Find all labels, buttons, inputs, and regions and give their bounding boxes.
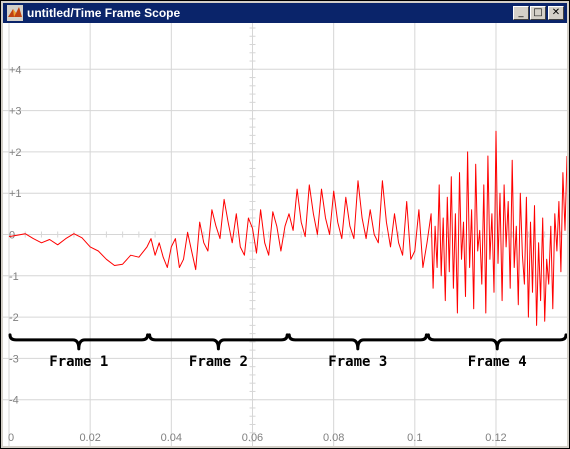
x-tick-labels: 0 0.02 0.04 0.06 0.08 0.1 0.12 xyxy=(8,432,507,444)
frame-brace xyxy=(287,333,428,351)
y-tick-label: -1 xyxy=(9,271,19,283)
frame-brace xyxy=(426,333,567,351)
signal-trace xyxy=(8,130,567,326)
maximize-button[interactable]: □ xyxy=(530,6,546,20)
x-tick-label: 0.08 xyxy=(323,432,344,444)
y-tick-label: -4 xyxy=(9,395,19,407)
frame-brace xyxy=(8,333,150,351)
frame-label: Frame 1 xyxy=(49,354,108,370)
y-tick-label: -2 xyxy=(9,312,19,324)
x-tick-label: 0.06 xyxy=(242,432,263,444)
y-tick-label: -3 xyxy=(9,353,19,365)
center-axis-ticks xyxy=(8,27,562,442)
matlab-app-icon[interactable] xyxy=(7,5,23,21)
x-tick-label: 0.1 xyxy=(407,432,422,444)
x-tick-label: 0.12 xyxy=(485,432,506,444)
frame-label: Frame 2 xyxy=(189,354,248,370)
plot-area: +4 +3 +2 +1 0 -1 -2 -3 -4 0 0.02 0.04 0.06 0.08 0.1 0.… xyxy=(3,23,567,446)
y-tick-label: +1 xyxy=(9,188,22,200)
minimize-button[interactable]: _ xyxy=(513,6,529,20)
scope-chart: +4 +3 +2 +1 0 -1 -2 -3 -4 0 0.02 0.04 0.06 0.08 0.1 0.… xyxy=(3,23,567,446)
y-tick-labels: +4 +3 +2 +1 0 -1 -2 -3 -4 xyxy=(9,64,22,406)
x-tick-label: 0.02 xyxy=(79,432,100,444)
frame-braces: Frame 1 Frame 2 Frame 3 Frame 4 xyxy=(8,333,567,370)
x-tick-label: 0 xyxy=(8,432,14,444)
y-tick-label: +3 xyxy=(9,106,22,118)
title-bar[interactable]: untitled/Time Frame Scope _ □ ✕ xyxy=(3,3,567,23)
y-tick-label: +4 xyxy=(9,64,22,76)
window-title: untitled/Time Frame Scope xyxy=(27,6,181,20)
trace-line xyxy=(8,130,567,326)
x-tick-label: 0.04 xyxy=(161,432,182,444)
frame-brace xyxy=(148,333,289,351)
y-tick-label: +2 xyxy=(9,147,22,159)
frame-label: Frame 4 xyxy=(468,354,527,370)
y-tick-label: 0 xyxy=(9,230,15,242)
frame-label: Frame 3 xyxy=(328,354,387,370)
close-button[interactable]: ✕ xyxy=(548,6,564,20)
